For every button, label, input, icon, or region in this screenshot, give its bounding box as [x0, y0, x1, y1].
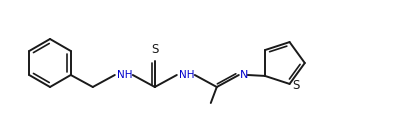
- Text: S: S: [151, 43, 158, 56]
- Text: NH: NH: [117, 70, 132, 80]
- Text: S: S: [292, 79, 300, 92]
- Text: N: N: [240, 70, 248, 80]
- Text: NH: NH: [179, 70, 194, 80]
